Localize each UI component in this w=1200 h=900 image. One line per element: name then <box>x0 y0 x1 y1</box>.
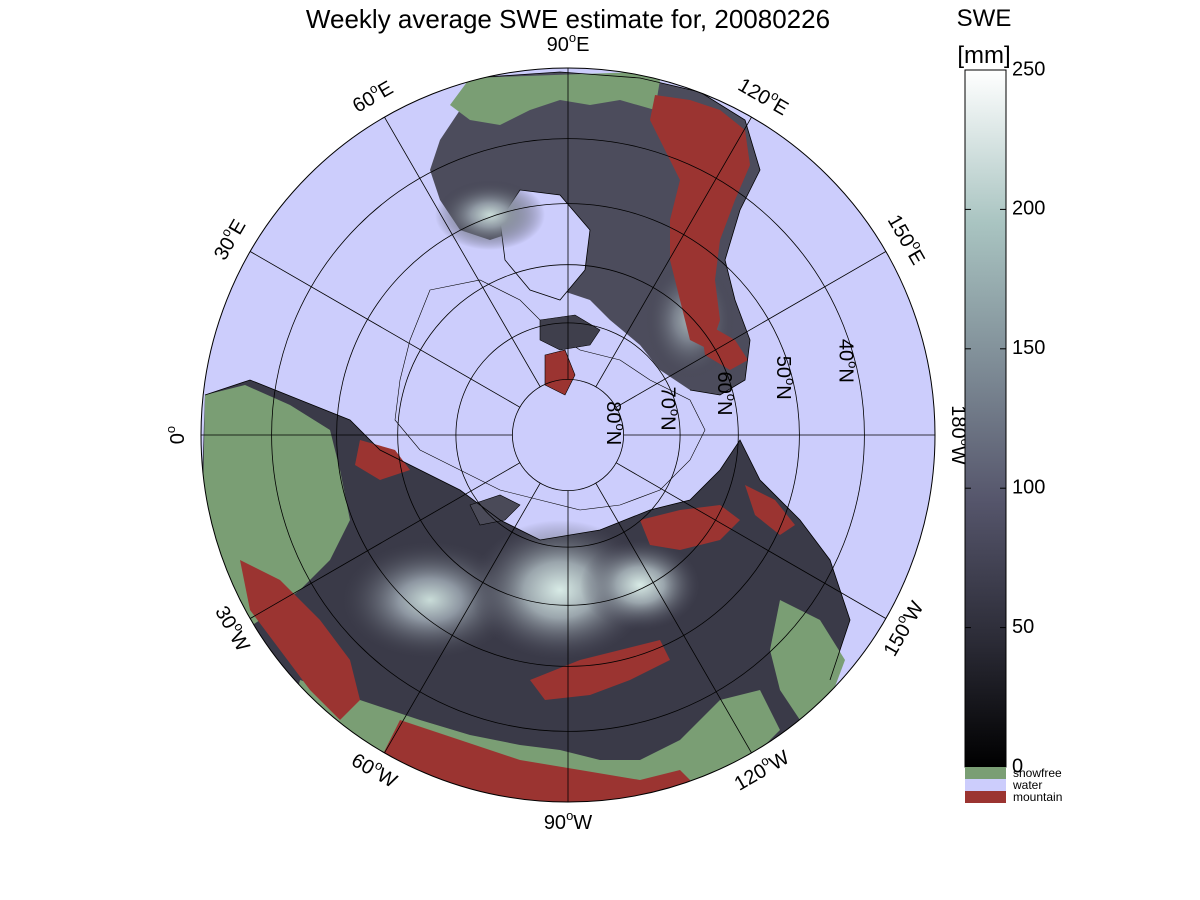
latitude-label: 80oN <box>602 401 628 445</box>
mountain-altai <box>530 640 670 700</box>
meridian-line <box>249 462 521 619</box>
coastline-eurasia <box>204 379 851 681</box>
latitude-label: 70oN <box>656 387 682 431</box>
map-boundary <box>200 67 936 803</box>
swe-high-siberia-east <box>580 540 700 630</box>
latitude-labels: 80oN 70oN 60oN 50oN 40oN <box>602 339 860 445</box>
colorbar-tick-label: 50 <box>1012 616 1034 638</box>
colorbar-tick-label: 100 <box>1012 476 1045 498</box>
latitude-label: 40oN <box>834 339 860 383</box>
legend-label-water: water <box>1012 778 1042 792</box>
mountain-east-siberia <box>640 505 740 550</box>
novaya-zemlya <box>469 494 521 526</box>
legend-label-mountain: mountain <box>1013 790 1062 804</box>
longitude-label: 90oE <box>547 30 590 56</box>
meridian-line <box>615 462 887 619</box>
legend-label-snowfree: snowfree <box>1013 766 1062 780</box>
mountain-alps-caucasus <box>240 560 360 720</box>
colorbar-tick-label: 0 <box>1012 755 1023 777</box>
latitude-label: 60oN <box>713 372 739 416</box>
colorbar-label-line1: SWE <box>957 5 1012 32</box>
meridian-lines <box>201 68 935 802</box>
meridian-line <box>615 251 887 408</box>
meridian-line <box>384 116 541 388</box>
map-title: Weekly average SWE estimate for, 2008022… <box>306 4 830 34</box>
legend-swatch-water <box>965 779 1006 791</box>
latitude-label: 50oN <box>772 356 798 400</box>
snowfree-east-asia <box>770 600 845 720</box>
mountain-himalaya <box>380 720 700 802</box>
longitude-label: 0o <box>163 426 189 444</box>
legend-swatch-snowfree <box>965 767 1006 779</box>
ellesmere-island <box>544 349 576 396</box>
meridian-line <box>595 116 752 388</box>
longitude-label: 30oE <box>207 214 251 264</box>
longitude-label: 90oW <box>544 808 592 834</box>
colorbar-tick-label: 200 <box>1012 198 1045 220</box>
colorbar-ticks: 0 50 100 150 200 250 <box>965 58 1045 777</box>
meridian-line <box>384 482 541 754</box>
colorbar-tick-label: 250 <box>1012 58 1045 80</box>
meridian-line <box>249 251 521 408</box>
colorbar-gradient <box>964 69 1007 768</box>
snowfree-europe <box>203 385 350 640</box>
longitude-label: 60oE <box>347 74 397 118</box>
swe-high-canada <box>435 180 545 250</box>
meridian-line <box>595 482 752 754</box>
colorbar-tick-label: 150 <box>1012 337 1045 359</box>
mountain-norway <box>355 440 410 480</box>
coastline-north-america <box>469 71 761 396</box>
colorbar-label-line2: [mm] <box>957 42 1010 69</box>
snowfree-north-america-south <box>450 72 660 125</box>
legend-swatch-mountain <box>965 791 1006 803</box>
